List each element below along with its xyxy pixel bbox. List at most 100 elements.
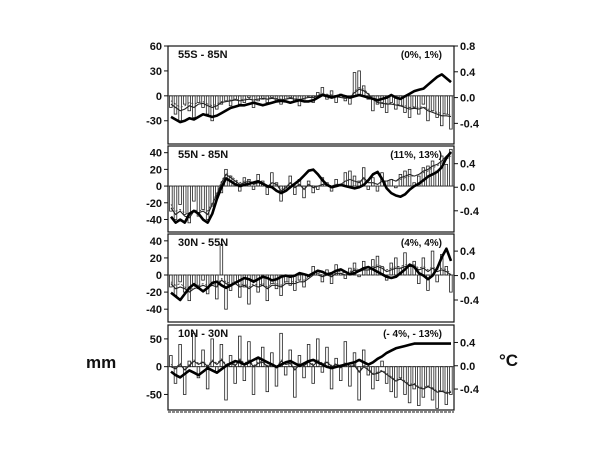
panel-3: 40 20 0 -20 -40 0.4 0.0 -0.4 30N - 55N (4%, 4%) — [146, 233, 480, 323]
precip-bar — [178, 95, 182, 122]
precip-bar — [270, 95, 274, 98]
precip-bar — [325, 346, 329, 368]
precip-bar — [389, 366, 393, 393]
percentage-label: (0%, 1%) — [401, 50, 442, 61]
panel-frame — [167, 145, 455, 233]
precip-bar — [306, 344, 311, 368]
precip-bar — [371, 259, 375, 276]
precip-bar — [407, 168, 412, 187]
right-tick-label: -0.4 — [460, 384, 480, 396]
precip-bar — [256, 95, 260, 102]
precip-bar — [187, 185, 191, 224]
precip-bar — [224, 366, 228, 401]
precip-bar — [316, 338, 320, 368]
precip-bar — [265, 366, 269, 393]
precip-bar — [449, 274, 453, 293]
precip-bar — [169, 274, 173, 288]
temperature-line — [170, 247, 453, 302]
precip-bar — [398, 366, 403, 379]
precip-bar — [421, 95, 426, 105]
left-tick-label: 0 — [156, 362, 162, 374]
precip-bar — [274, 366, 279, 387]
precip-bar — [430, 250, 435, 276]
precip-bar — [251, 185, 256, 190]
precip-bar — [357, 274, 361, 278]
right-tick-label: -0.4 — [460, 206, 480, 218]
precip-bar — [196, 95, 201, 103]
region-label: 30N - 55N — [178, 237, 228, 249]
precip-bar — [412, 95, 416, 108]
precip-bar — [311, 366, 315, 384]
precip-bar — [215, 95, 219, 110]
precip-bar — [274, 274, 279, 290]
right-tick-label: 0.0 — [460, 361, 475, 373]
precip-bar — [394, 95, 398, 110]
precip-bar — [247, 95, 251, 98]
precip-bar — [178, 344, 182, 368]
precip-bar — [339, 366, 343, 381]
precip-bar — [219, 95, 224, 105]
precip-bar — [366, 185, 370, 190]
precip-bar — [403, 170, 407, 187]
precip-bar — [426, 366, 430, 387]
precip-bar — [371, 95, 375, 112]
precip-bar — [173, 95, 178, 115]
panel-frame — [167, 324, 455, 411]
precip-bar — [196, 366, 201, 379]
precip-bar — [444, 366, 449, 405]
precip-bar — [421, 366, 426, 398]
precip-bar — [430, 366, 435, 401]
precip-bar — [352, 352, 357, 368]
precip-bar — [288, 349, 292, 368]
left-tick-label: 60 — [150, 41, 162, 53]
precip-bar — [233, 274, 237, 283]
precip-bar — [449, 366, 453, 395]
precip-smooth-line — [170, 359, 452, 394]
region-label: 55N - 85N — [178, 149, 228, 161]
precip-bar — [283, 366, 288, 376]
right-tick-label: 0.4 — [460, 246, 476, 258]
left-tick-label: 0 — [156, 270, 162, 282]
precip-bar — [242, 274, 247, 288]
panel-frame — [167, 233, 455, 323]
precip-bar — [398, 173, 403, 187]
precip-bar — [192, 332, 196, 368]
precip-bar — [430, 95, 435, 112]
precip-bar — [219, 344, 224, 368]
precip-bar — [421, 257, 426, 276]
precip-bar — [348, 95, 352, 105]
precip-bar — [435, 274, 439, 283]
precip-bar — [169, 355, 173, 368]
left-tick-label: -20 — [146, 198, 162, 210]
precip-bar — [329, 366, 334, 390]
precip-bar — [366, 269, 370, 276]
right-tick-label: 0.4 — [460, 159, 476, 171]
left-unit-label: mm — [86, 353, 117, 372]
precip-smooth-dashed-line — [170, 86, 452, 116]
precip-bar — [201, 95, 205, 108]
precip-bar — [440, 95, 444, 127]
precip-bar — [357, 366, 361, 401]
precip-bar — [440, 155, 444, 187]
precip-bar — [306, 180, 311, 187]
precip-bar — [288, 274, 292, 286]
precip-bar — [201, 185, 205, 210]
left-tick-label: 50 — [150, 334, 162, 346]
precip-bar — [219, 243, 224, 276]
precip-bar — [435, 366, 439, 409]
precip-bar — [279, 274, 283, 296]
precip-bar — [302, 185, 306, 199]
precip-bar — [233, 95, 237, 100]
precip-bar — [293, 366, 297, 398]
precip-smooth-line — [170, 265, 452, 293]
precip-bar — [394, 366, 398, 398]
left-tick-label: 20 — [150, 164, 162, 176]
precip-bar — [444, 163, 449, 187]
right-tick-label: -0.4 — [460, 118, 480, 130]
precip-bar — [444, 95, 449, 115]
percentage-label: (11%, 13%) — [390, 150, 442, 161]
precip-bar — [440, 254, 444, 276]
precip-bar — [297, 274, 302, 281]
precip-bar — [210, 185, 214, 207]
precip-smooth-line — [170, 152, 452, 219]
